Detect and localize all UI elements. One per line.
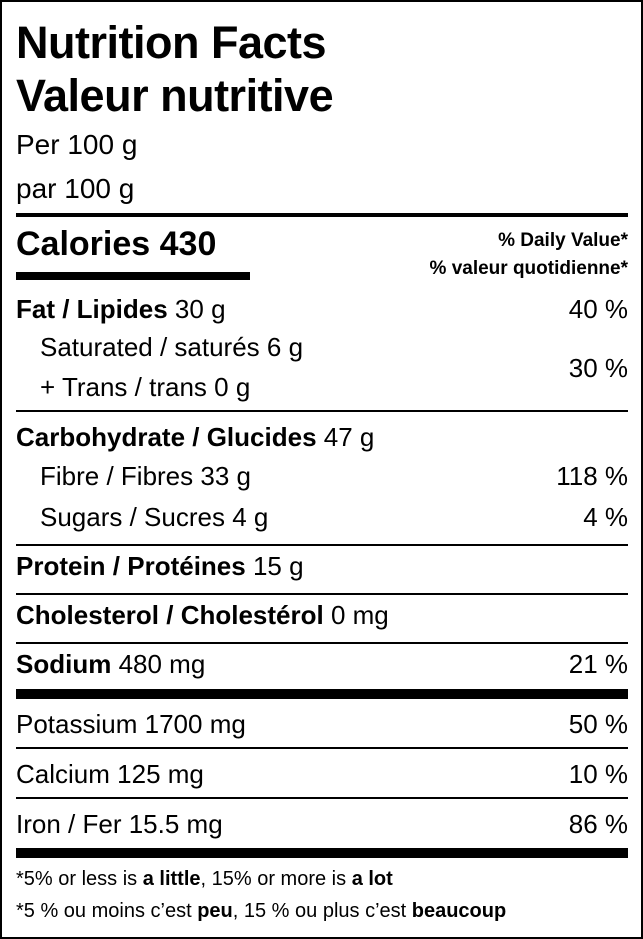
saturated-amount: 6 g — [266, 332, 304, 362]
sugars-amount: 4 g — [232, 502, 269, 532]
serving-en: Per 100 g — [16, 129, 138, 160]
footnote-bold: a little — [142, 868, 201, 890]
footnote-bold: a lot — [351, 868, 393, 890]
calories-label: Calories — [16, 225, 151, 263]
title-en: Nutrition Facts — [16, 17, 327, 68]
calories-underline — [16, 272, 250, 280]
cholesterol-row: Cholesterol / Cholestérol 0 mg — [16, 602, 389, 628]
iron-label: Iron / Fer — [16, 809, 122, 839]
footnote-bold: peu — [197, 900, 233, 922]
potassium-amount: 1700 mg — [144, 709, 246, 739]
footnote-text: *5 % ou moins c’est — [16, 900, 198, 922]
saturated-label: Saturated / saturés — [40, 332, 260, 362]
footnote-text: *5% or less is — [16, 868, 143, 890]
iron-row: Iron / Fer 15.5 mg — [16, 811, 223, 837]
divider — [16, 410, 628, 412]
calcium-amount: 125 mg — [117, 759, 204, 789]
sugars-row: Sugars / Sucres 4 g — [40, 504, 268, 530]
protein-amount: 15 g — [252, 551, 304, 581]
divider — [16, 642, 628, 644]
fibre-dv: 118 % — [556, 461, 628, 491]
calcium-row: Calcium 125 mg — [16, 761, 204, 787]
divider — [16, 747, 628, 749]
carbohydrate-row: Carbohydrate / Glucides 47 g — [16, 424, 374, 450]
footnote-bold: beaucoup — [411, 900, 507, 922]
carbohydrate-label: Carbohydrate / Glucides — [16, 422, 317, 452]
sat-trans-dv: 30 % — [568, 353, 628, 383]
calcium-dv: 10 % — [568, 759, 628, 789]
footnote-text: , 15% or more is — [200, 868, 352, 890]
footnote-fr: *5 % ou moins c’est peu, 15 % ou plus c’… — [16, 901, 506, 921]
footnote-en: *5% or less is a little, 15% or more is … — [16, 869, 393, 889]
potassium-dv: 50 % — [568, 709, 628, 739]
trans-label: + Trans / trans — [40, 372, 207, 402]
sugars-dv: 4 % — [583, 502, 628, 532]
cholesterol-label: Cholesterol / Cholestérol — [16, 600, 324, 630]
calories: Calories 430 — [16, 227, 216, 261]
divider — [16, 797, 628, 799]
divider-thick — [16, 848, 628, 858]
fat-dv: 40 % — [568, 294, 628, 324]
divider-thick — [16, 213, 628, 217]
trans-amount: 0 g — [214, 372, 251, 402]
potassium-row: Potassium 1700 mg — [16, 711, 246, 737]
title-fr: Valeur nutritive — [16, 70, 334, 121]
protein-label: Protein / Protéines — [16, 551, 246, 581]
calories-value: 430 — [159, 225, 217, 263]
dv-header-en: % Daily Value* — [498, 230, 628, 251]
footnote-text: , 15 % ou plus c’est — [232, 900, 412, 922]
iron-amount: 15.5 mg — [128, 809, 223, 839]
sodium-amount: 480 mg — [118, 649, 206, 679]
potassium-label: Potassium — [16, 709, 138, 739]
iron-dv: 86 % — [568, 809, 628, 839]
fat-amount: 30 g — [174, 294, 226, 324]
divider — [16, 544, 628, 546]
divider — [16, 593, 628, 595]
saturated-row: Saturated / saturés 6 g — [40, 334, 303, 360]
sugars-label: Sugars / Sucres — [40, 502, 225, 532]
fat-label: Fat / Lipides — [16, 294, 168, 324]
trans-row: + Trans / trans 0 g — [40, 374, 250, 400]
fibre-label: Fibre / Fibres — [40, 461, 194, 491]
sodium-label: Sodium — [16, 649, 112, 679]
fibre-row: Fibre / Fibres 33 g — [40, 463, 251, 489]
dv-header-fr: % valeur quotidienne* — [429, 258, 628, 279]
sodium-row: Sodium 480 mg — [16, 651, 205, 677]
serving-fr: par 100 g — [16, 173, 135, 204]
sodium-dv: 21 % — [568, 649, 628, 679]
protein-row: Protein / Protéines 15 g — [16, 553, 304, 579]
carbohydrate-amount: 47 g — [323, 422, 375, 452]
cholesterol-amount: 0 mg — [330, 600, 389, 630]
calcium-label: Calcium — [16, 759, 110, 789]
divider-thick — [16, 689, 628, 699]
fat-row: Fat / Lipides 30 g — [16, 296, 226, 322]
fibre-amount: 33 g — [200, 461, 251, 491]
